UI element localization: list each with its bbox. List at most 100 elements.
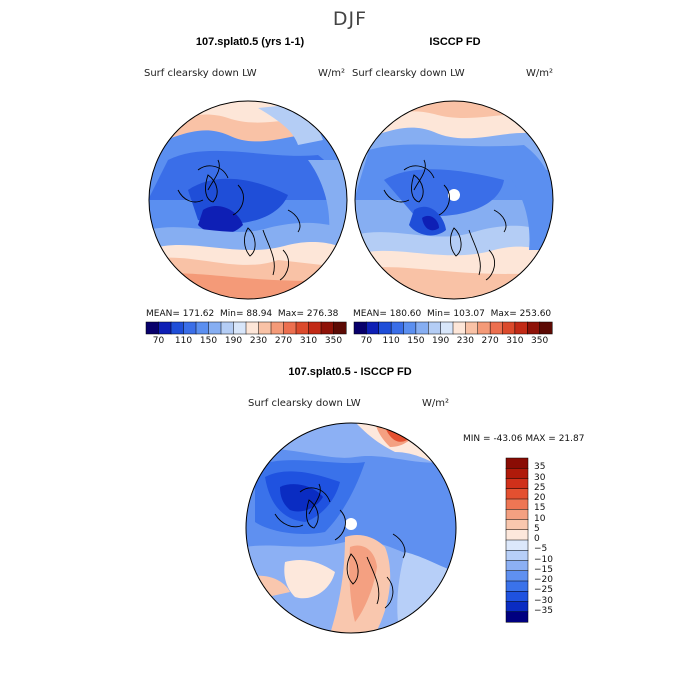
- difference-colorbar-tick: −10: [534, 554, 553, 565]
- colorbar-swatch: [505, 478, 529, 490]
- colorbar-swatch: [415, 321, 429, 335]
- colorbar-swatch: [440, 321, 454, 335]
- colorbar-swatch: [208, 321, 222, 335]
- obs-stats: MEAN= 180.60 Min= 103.07 Max= 253.60: [353, 309, 551, 319]
- model-variable-label: Surf clearsky down LW: [144, 68, 257, 79]
- obs-colorbar-tick: 230: [456, 336, 474, 346]
- difference-min-value: -43.06: [493, 434, 523, 444]
- model-stats: MEAN= 171.62 Min= 88.94 Max= 276.38: [146, 309, 338, 319]
- colorbar-swatch: [183, 321, 197, 335]
- difference-colorbar-ticks: 35 30 25 20 15 10 5 0 −5 −10 −15 −20 −25 −30 −35: [534, 458, 574, 622]
- colorbar-swatch: [505, 529, 529, 541]
- difference-colorbar-tick: 0: [534, 534, 540, 544]
- obs-mean-label: MEAN=: [353, 309, 387, 319]
- colorbar-swatch: [428, 321, 442, 335]
- difference-max-label: MAX =: [525, 434, 556, 444]
- obs-variable-label: Surf clearsky down LW: [352, 68, 465, 79]
- colorbar-swatch: [195, 321, 210, 335]
- model-colorbar-tick: 230: [249, 336, 268, 346]
- difference-units-label: W/m²: [422, 398, 450, 409]
- model-colorbar-tick: 270: [274, 336, 293, 346]
- colorbar-swatch: [489, 321, 504, 335]
- difference-colorbar-tick: −35: [534, 605, 553, 616]
- difference-variable-label: Surf clearsky down LW: [248, 398, 361, 409]
- difference-colorbar-tick: 25: [534, 482, 546, 493]
- model-colorbar-tick: 70: [152, 336, 165, 346]
- difference-max-value: 21.87: [558, 434, 585, 444]
- model-mean-value: 171.62: [182, 309, 215, 319]
- colorbar-swatch: [258, 321, 272, 335]
- obs-colorbar-tick: 270: [481, 336, 499, 346]
- obs-colorbar-tick: 310: [506, 336, 524, 346]
- colorbar-swatch: [170, 321, 185, 335]
- colorbar-swatch: [220, 321, 235, 335]
- model-min-value: 88.94: [246, 309, 273, 319]
- obs-max-value: 253.60: [519, 309, 552, 319]
- colorbar-swatch: [505, 509, 529, 521]
- colorbar-swatch: [270, 321, 285, 335]
- model-colorbar-tick: 190: [224, 336, 243, 346]
- colorbar-swatch: [505, 580, 529, 592]
- difference-colorbar-tick: −20: [534, 575, 553, 585]
- colorbar-swatch: [505, 488, 529, 500]
- difference-colorbar-tick: −15: [534, 564, 553, 575]
- colorbar-swatch: [505, 457, 529, 469]
- difference-minmax: MIN = -43.06 MAX = 21.87: [463, 434, 584, 444]
- difference-colorbar-tick: 5: [534, 523, 540, 534]
- difference-colorbar-tick: 10: [534, 513, 546, 524]
- obs-min-value: 103.07: [453, 309, 485, 319]
- obs-max-label: Max=: [490, 309, 517, 319]
- model-panel-title: 107.splat0.5 (yrs 1-1): [195, 36, 305, 48]
- colorbar-swatch: [145, 321, 160, 335]
- colorbar-swatch: [378, 321, 392, 335]
- difference-colorbar-tick: −30: [534, 595, 553, 606]
- season-title: DJF: [332, 8, 368, 30]
- colorbar-swatch: [465, 321, 479, 335]
- model-colorbar-tick: 110: [174, 336, 193, 346]
- colorbar-swatch: [505, 539, 529, 551]
- difference-min-label: MIN =: [463, 434, 491, 444]
- colorbar-swatch: [158, 321, 172, 335]
- difference-colorbar-tick: −25: [534, 585, 553, 596]
- obs-mean-value: 180.60: [389, 309, 422, 319]
- colorbar-swatch: [505, 611, 529, 623]
- colorbar-swatch: [353, 321, 367, 335]
- colorbar-swatch: [514, 321, 528, 335]
- model-units-label: W/m²: [318, 68, 346, 79]
- colorbar-swatch: [505, 570, 529, 582]
- model-polar-map: [148, 100, 348, 300]
- difference-colorbar-tick: 30: [534, 472, 546, 483]
- colorbar-swatch: [308, 321, 322, 335]
- colorbar-swatch: [366, 321, 380, 335]
- colorbar-swatch: [505, 468, 529, 480]
- colorbar-swatch: [505, 601, 529, 613]
- colorbar-swatch: [333, 321, 347, 335]
- colorbar-swatch: [477, 321, 491, 335]
- model-colorbar-tick: 150: [199, 336, 218, 346]
- obs-colorbar-tick: 70: [360, 336, 373, 346]
- model-colorbar-tick: 310: [299, 336, 318, 346]
- obs-polar-map: [354, 100, 554, 300]
- colorbar-swatch: [505, 498, 529, 510]
- colorbar-swatch: [295, 321, 310, 335]
- model-max-label: Max=: [277, 309, 305, 319]
- difference-panel-title: 107.splat0.5 - ISCCP FD: [288, 366, 412, 378]
- colorbar-swatch: [320, 321, 335, 335]
- obs-colorbar-tick: 190: [432, 336, 450, 346]
- model-colorbar-ticks: 70 110 150 190 230 270 310 350: [146, 336, 346, 348]
- model-colorbar: [145, 321, 347, 335]
- obs-colorbar: [353, 321, 553, 335]
- difference-colorbar-tick: 35: [534, 462, 546, 473]
- colorbar-swatch: [233, 321, 247, 335]
- colorbar-swatch: [403, 321, 417, 335]
- obs-panel-title: ISCCP FD: [429, 36, 481, 48]
- obs-colorbar-tick: 350: [531, 336, 549, 346]
- obs-min-label: Min=: [427, 309, 451, 319]
- colorbar-swatch: [539, 321, 553, 335]
- obs-units-label: W/m²: [526, 68, 554, 79]
- colorbar-swatch: [502, 321, 516, 335]
- difference-colorbar-tick: −5: [534, 544, 548, 555]
- obs-colorbar-tick: 110: [382, 336, 400, 346]
- obs-colorbar-tick: 150: [407, 336, 425, 346]
- difference-colorbar-tick: 15: [534, 503, 546, 514]
